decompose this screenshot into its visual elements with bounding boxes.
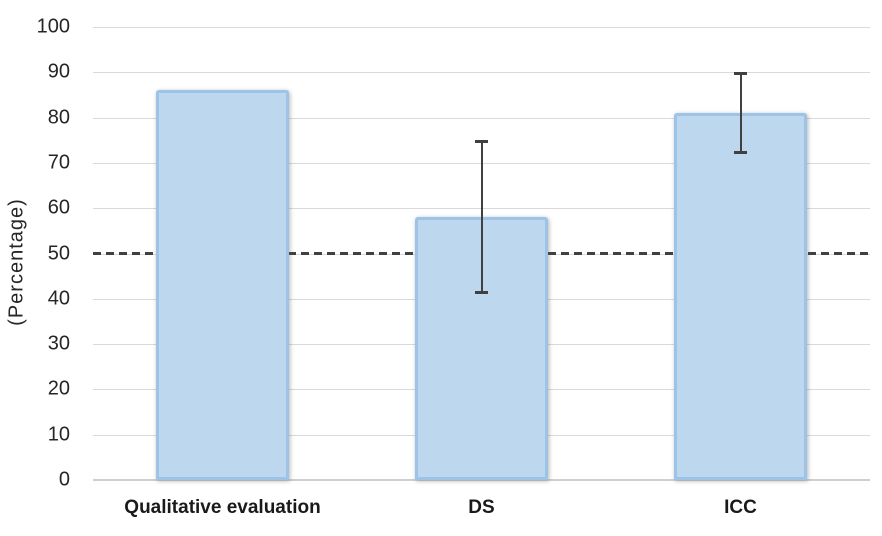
- plot-area: [93, 27, 870, 481]
- y-tick-label: 20: [47, 377, 70, 400]
- y-tick-label: 70: [47, 151, 70, 174]
- error-bar-icc: [734, 72, 747, 154]
- y-tick-label: 10: [47, 423, 70, 446]
- y-tick-label: 0: [58, 468, 70, 491]
- gridline: [93, 117, 870, 119]
- x-axis-line: [93, 479, 870, 481]
- gridline: [93, 72, 870, 74]
- bar-qualitative-evaluation: [156, 90, 289, 480]
- y-tick-label: 90: [47, 60, 70, 83]
- bar-icc: [674, 113, 807, 480]
- x-category-label-qualitative-evaluation: Qualitative evaluation: [124, 497, 321, 518]
- error-bar-cap-bottom: [475, 291, 488, 295]
- error-bar-cap-top: [475, 140, 488, 144]
- y-tick-label: 30: [47, 332, 70, 355]
- y-tick-label: 100: [36, 15, 70, 38]
- y-tick-label: 60: [47, 196, 70, 219]
- error-bar-ds: [475, 140, 488, 295]
- x-category-label-icc: ICC: [724, 497, 757, 518]
- y-tick-label: 40: [47, 287, 70, 310]
- x-category-label-ds: DS: [468, 497, 495, 518]
- y-tick-label: 50: [47, 242, 70, 265]
- error-bar-cap-bottom: [734, 150, 747, 154]
- gridline: [93, 27, 870, 28]
- error-bar-line: [739, 72, 742, 154]
- error-bar-cap-top: [734, 72, 747, 76]
- error-bar-line: [480, 140, 483, 295]
- y-tick-label: 80: [47, 106, 70, 129]
